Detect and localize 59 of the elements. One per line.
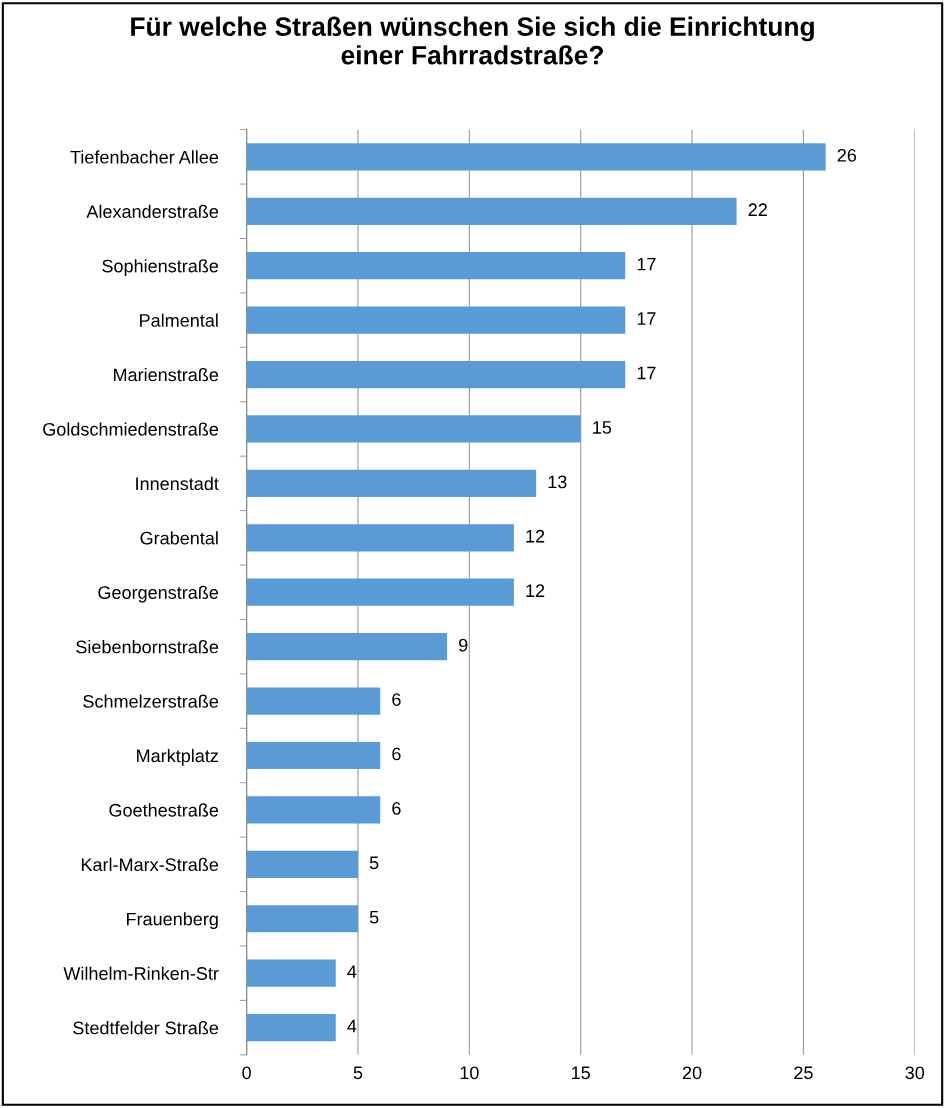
bar: [246, 850, 358, 878]
data-label: 6: [392, 693, 401, 706]
bar: [246, 197, 737, 225]
chart-title: Für welche Straßen wünschen Sie sich die Einrichtung einer Fahrradstraße?: [131, 16, 814, 65]
y-tick-label: Siebenbornstraße: [76, 640, 219, 654]
x-tick-label: 0: [242, 1066, 251, 1080]
bar: [246, 796, 381, 824]
data-label: 4: [347, 1019, 357, 1033]
data-label: 26: [837, 148, 857, 162]
y-tick-label: Frauenberg: [127, 912, 218, 930]
bar: [246, 306, 626, 334]
data-label: 9: [459, 638, 468, 652]
data-label: 22: [748, 203, 767, 216]
bar: [246, 524, 514, 552]
y-tick-label: Wilhelm-Rinken-Str: [63, 966, 219, 980]
y-tick-label: Tiefenbacher Allee: [70, 150, 219, 164]
y-tick-label: Schmelzerstraße: [83, 694, 219, 708]
y-tick-label: Innenstadt: [136, 476, 219, 491]
bar: [246, 143, 826, 171]
x-tick-label: 15: [572, 1066, 590, 1080]
bar: [246, 252, 626, 280]
bar: [246, 1014, 336, 1042]
x-tick-label: 5: [353, 1066, 363, 1080]
y-tick-label: Karl-Marx-Straße: [81, 857, 219, 872]
y-tick-label: Goethestraße: [109, 803, 219, 817]
y-tick-label: Grabental: [140, 531, 218, 545]
y-tick-label: Georgenstraße: [98, 585, 219, 603]
y-tick-label: Stedtfelder Straße: [73, 1021, 219, 1035]
x-tick-label: 25: [794, 1066, 813, 1080]
x-tick-label: 20: [682, 1066, 702, 1080]
data-label: 17: [637, 312, 656, 325]
x-tick-label: 30: [905, 1066, 925, 1080]
data-label: 13: [548, 475, 567, 489]
data-label: 5: [369, 856, 379, 870]
data-label: 5: [369, 911, 379, 924]
data-label: 6: [392, 747, 401, 761]
y-tick-label: Palmental: [140, 313, 218, 327]
bar: [246, 360, 626, 389]
x-tick-label: 10: [460, 1066, 479, 1080]
bar: [246, 469, 537, 497]
data-label: 17: [637, 366, 656, 380]
bar: [246, 578, 514, 606]
bar: [246, 415, 581, 443]
y-tick-label: Goldschmiedenstraße: [43, 422, 219, 436]
data-label: 12: [526, 584, 545, 597]
y-tick-label: Marktplatz: [137, 748, 218, 766]
data-label: 17: [637, 257, 656, 271]
bar: [246, 633, 448, 661]
bar: [246, 905, 358, 933]
y-tick-label: Sophienstraße: [102, 259, 219, 276]
data-label: 15: [593, 421, 612, 434]
bar: [246, 959, 336, 987]
bar: [246, 687, 381, 715]
y-tick-label: Alexanderstraße: [86, 204, 219, 218]
data-label: 12: [526, 529, 545, 543]
bar: [246, 741, 381, 770]
data-label: 6: [392, 801, 401, 815]
y-tick-label: Marienstraße: [114, 367, 219, 382]
data-label: 4: [347, 965, 357, 978]
